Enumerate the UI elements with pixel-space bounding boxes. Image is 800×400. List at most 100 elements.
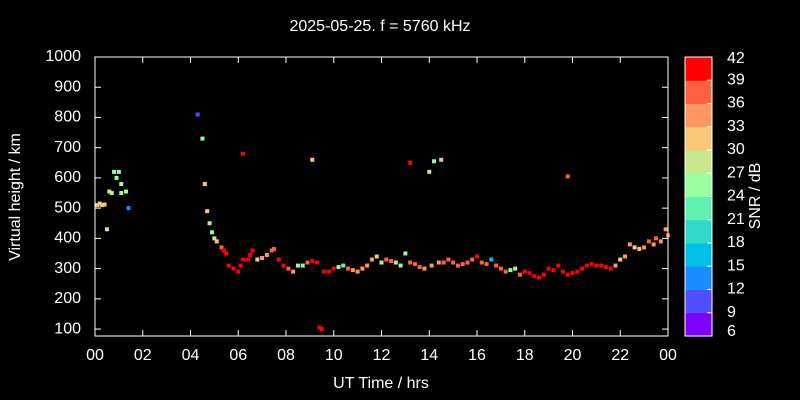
point bbox=[272, 246, 277, 251]
x-tick-label: 22 bbox=[611, 347, 629, 364]
point bbox=[432, 159, 437, 164]
point bbox=[310, 157, 315, 162]
point bbox=[97, 201, 102, 206]
point bbox=[104, 227, 109, 232]
point bbox=[527, 271, 532, 276]
point bbox=[460, 262, 465, 267]
point bbox=[119, 191, 124, 196]
colorbar-tick-label: 18 bbox=[727, 234, 745, 251]
x-tick-label: 00 bbox=[86, 347, 104, 364]
x-tick-label: 18 bbox=[516, 347, 534, 364]
point bbox=[214, 239, 219, 244]
point bbox=[658, 239, 663, 244]
x-tick-label: 00 bbox=[659, 347, 677, 364]
point bbox=[398, 263, 403, 268]
point bbox=[551, 268, 556, 273]
point bbox=[580, 266, 585, 271]
x-tick-label: 12 bbox=[373, 347, 391, 364]
point bbox=[207, 221, 212, 226]
point bbox=[470, 257, 475, 262]
point bbox=[654, 236, 659, 241]
chart-title: 2025-05-25. f = 5760 kHz bbox=[289, 18, 470, 35]
colorbar-band bbox=[685, 126, 712, 151]
point bbox=[565, 272, 570, 277]
point bbox=[238, 263, 243, 268]
point bbox=[651, 242, 656, 247]
x-tick-label: 10 bbox=[325, 347, 343, 364]
point bbox=[350, 268, 355, 273]
point bbox=[594, 263, 599, 268]
point bbox=[427, 169, 432, 174]
point bbox=[126, 206, 131, 211]
point bbox=[209, 230, 214, 235]
point bbox=[446, 257, 451, 262]
point bbox=[374, 254, 379, 259]
point bbox=[646, 239, 651, 244]
point bbox=[224, 251, 229, 256]
point bbox=[221, 248, 226, 253]
point bbox=[369, 257, 374, 262]
point bbox=[537, 275, 542, 280]
colorbar-tick-label: 6 bbox=[727, 323, 736, 340]
point bbox=[494, 263, 499, 268]
point bbox=[102, 202, 107, 207]
point bbox=[346, 266, 351, 271]
point bbox=[517, 272, 522, 277]
point bbox=[627, 242, 632, 247]
x-tick-label: 08 bbox=[277, 347, 295, 364]
x-tick-label: 14 bbox=[420, 347, 438, 364]
point bbox=[475, 254, 479, 259]
colorbar-tick-label: 21 bbox=[727, 211, 745, 228]
colorbar-tick-label: 36 bbox=[727, 95, 745, 112]
point bbox=[205, 209, 210, 214]
point bbox=[315, 260, 320, 265]
point bbox=[200, 136, 205, 141]
y-axis-label: Virtual height / km bbox=[7, 133, 24, 261]
y-tick-label: 800 bbox=[54, 109, 81, 126]
y-tick-label: 200 bbox=[54, 290, 81, 307]
colorbar-band bbox=[685, 57, 712, 81]
point bbox=[300, 263, 305, 268]
point bbox=[436, 260, 441, 265]
point bbox=[584, 263, 589, 268]
point bbox=[503, 269, 508, 274]
point bbox=[310, 259, 315, 264]
point bbox=[107, 189, 112, 194]
colorbar-band bbox=[685, 266, 712, 290]
point bbox=[637, 246, 642, 251]
point bbox=[429, 263, 434, 268]
point bbox=[241, 151, 246, 156]
point bbox=[236, 269, 241, 274]
point bbox=[95, 203, 100, 208]
colorbar-band bbox=[685, 173, 712, 197]
point bbox=[326, 269, 331, 274]
point bbox=[295, 263, 300, 268]
point bbox=[317, 325, 322, 330]
point bbox=[322, 269, 327, 274]
point bbox=[623, 254, 628, 259]
point bbox=[226, 263, 231, 268]
point bbox=[393, 260, 398, 265]
point bbox=[202, 181, 207, 186]
x-tick-label: 04 bbox=[182, 347, 200, 364]
y-tick-label: 700 bbox=[54, 139, 81, 156]
colorbar-band bbox=[685, 289, 712, 314]
point bbox=[408, 160, 413, 165]
colorbar-band bbox=[685, 80, 712, 104]
point bbox=[286, 266, 291, 271]
point bbox=[439, 157, 444, 162]
point bbox=[112, 169, 117, 174]
point bbox=[663, 227, 668, 232]
point bbox=[403, 251, 408, 256]
point bbox=[560, 269, 565, 274]
point bbox=[109, 191, 114, 196]
point bbox=[451, 260, 456, 265]
point bbox=[212, 236, 217, 241]
colorbar-band bbox=[685, 103, 712, 128]
point bbox=[599, 263, 604, 268]
point bbox=[522, 269, 527, 274]
point bbox=[642, 245, 647, 250]
point bbox=[241, 257, 246, 262]
point bbox=[341, 263, 346, 268]
point bbox=[195, 112, 200, 117]
